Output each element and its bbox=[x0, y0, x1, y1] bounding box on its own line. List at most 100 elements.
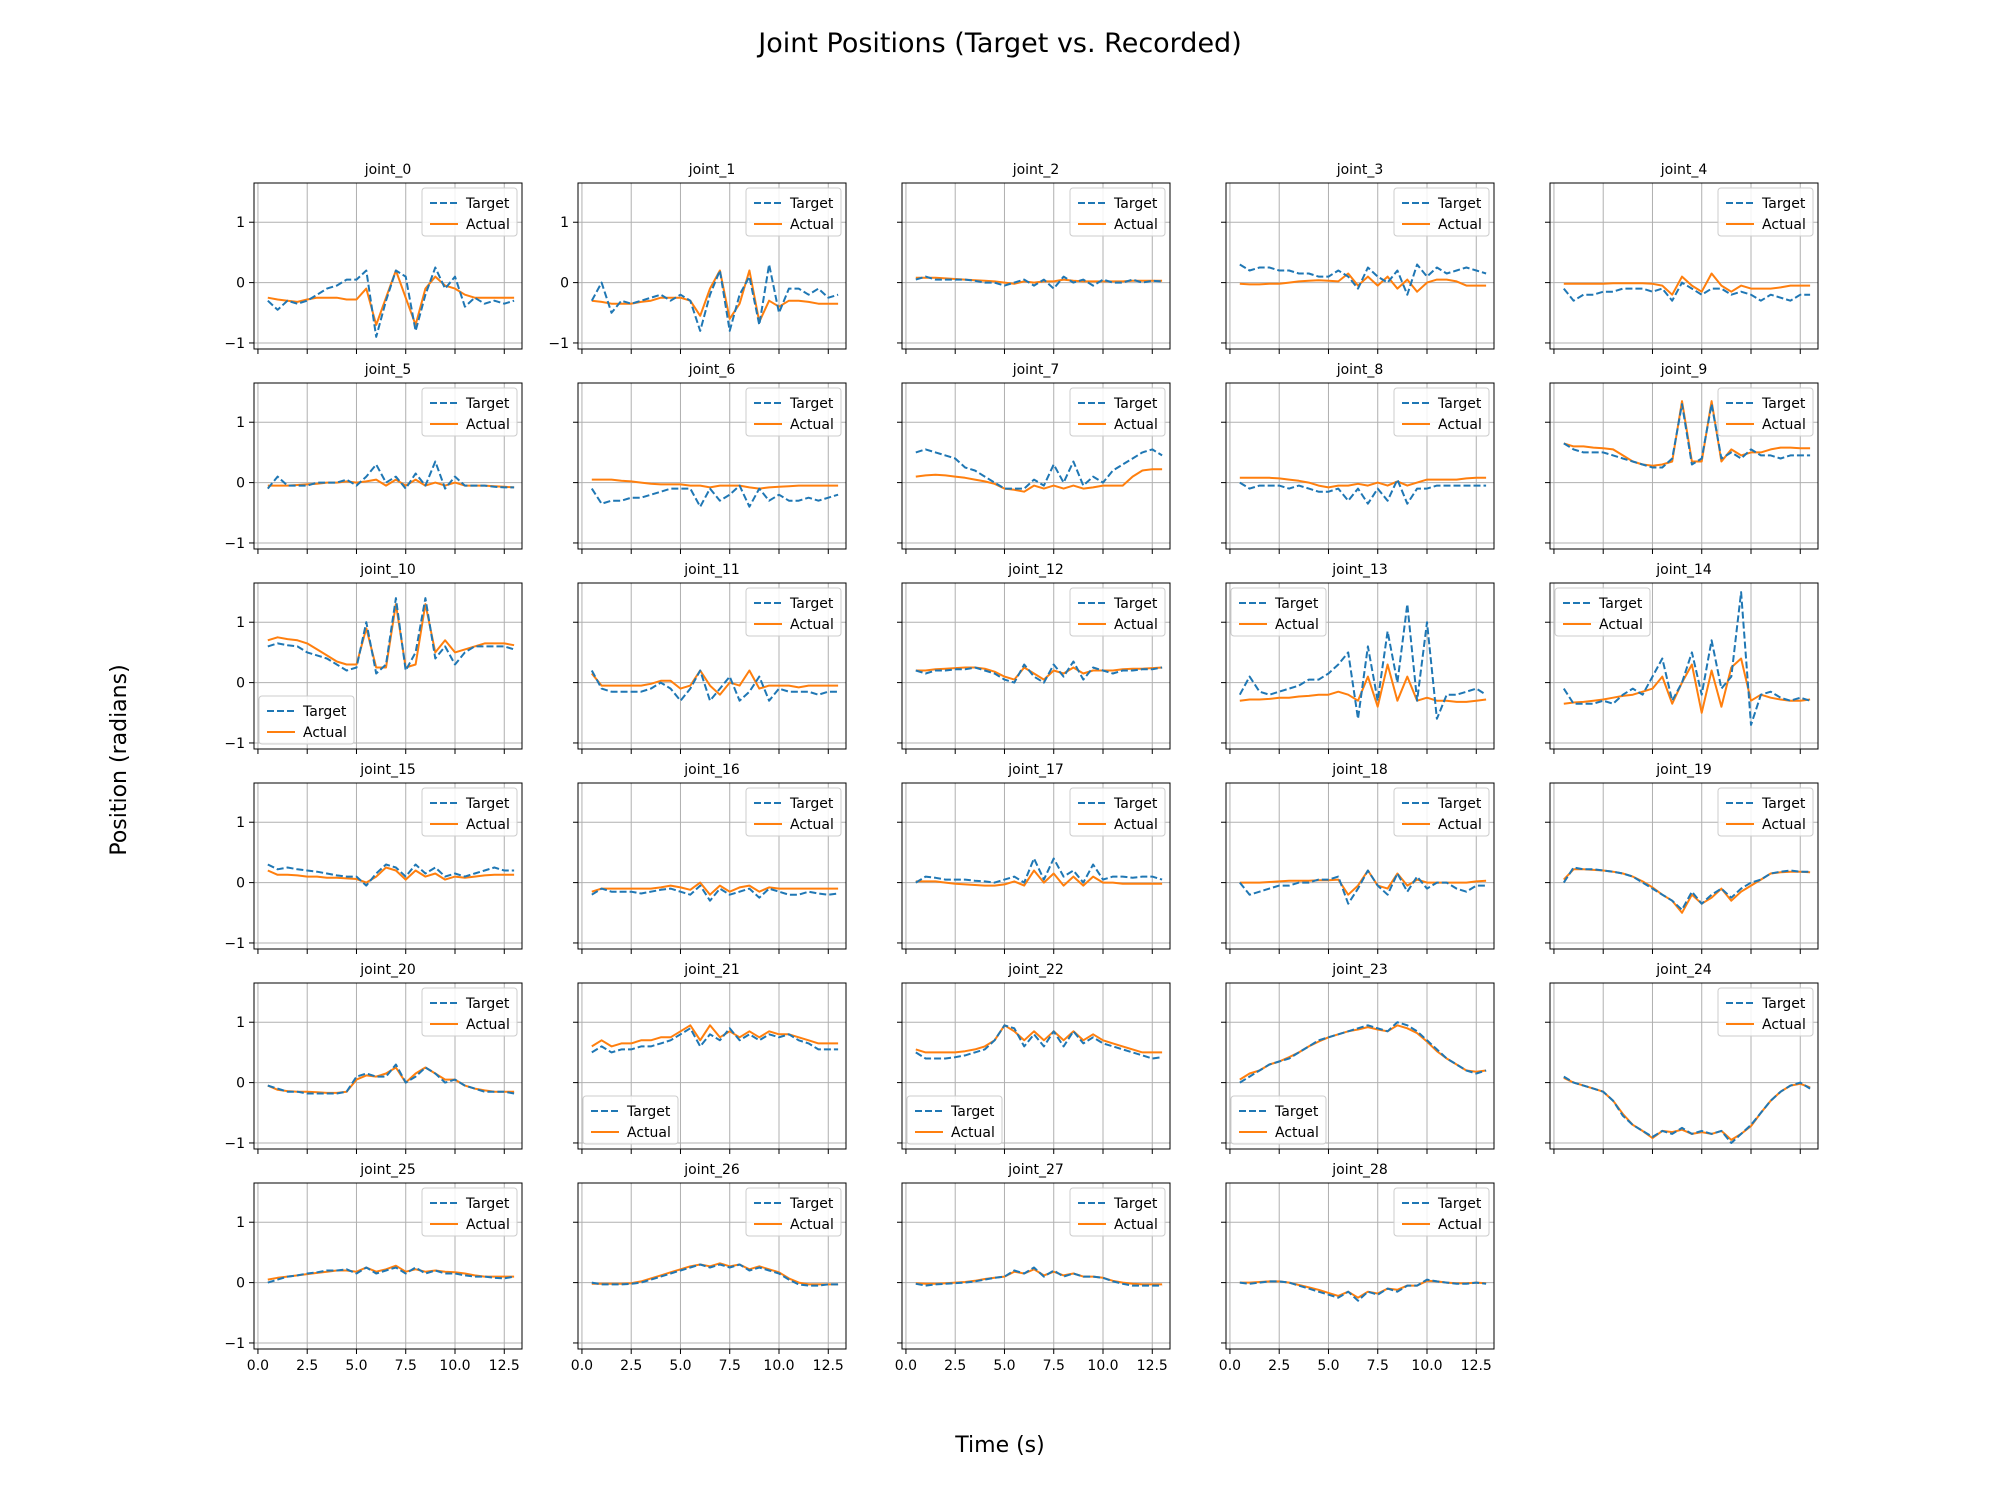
legend-label-actual: Actual bbox=[790, 1217, 834, 1233]
y-tick-label: 0 bbox=[236, 1276, 245, 1292]
y-tick-label: −1 bbox=[224, 936, 245, 952]
legend-label-target: Target bbox=[1113, 196, 1158, 212]
legend-label-target: Target bbox=[1437, 396, 1482, 412]
y-tick-label: 1 bbox=[236, 815, 245, 831]
legend-label-target: Target bbox=[1274, 596, 1319, 612]
legend-label-target: Target bbox=[1437, 796, 1482, 812]
series-target-line bbox=[591, 1027, 839, 1054]
x-tick-label: 5.0 bbox=[669, 1358, 691, 1374]
x-tick-label: 7.5 bbox=[1043, 1358, 1065, 1374]
legend-label-actual: Actual bbox=[951, 1125, 995, 1141]
series-target-line bbox=[1563, 281, 1811, 302]
subplot-title: joint_24 bbox=[1655, 962, 1712, 978]
subplot-joint_7: joint_7 Target Actual bbox=[897, 362, 1171, 554]
legend: Target Actual bbox=[1069, 787, 1166, 837]
series-actual-line bbox=[1239, 272, 1487, 293]
series-target-line bbox=[591, 884, 839, 902]
legend: Target Actual bbox=[906, 1095, 1003, 1145]
legend: Target Actual bbox=[1717, 787, 1814, 837]
legend-label-target: Target bbox=[465, 396, 510, 412]
y-tick-label: 0 bbox=[560, 276, 569, 292]
legend: Target Actual bbox=[1717, 387, 1814, 437]
subplot-joint_23: joint_23 Target Actual bbox=[1221, 962, 1495, 1154]
legend: Target Actual bbox=[1717, 987, 1814, 1037]
subplot-title: joint_2 bbox=[1012, 162, 1060, 178]
axes-frame bbox=[901, 982, 1171, 1150]
axes-frame bbox=[901, 182, 1171, 350]
legend-label-target: Target bbox=[1761, 196, 1806, 212]
series-actual-line bbox=[267, 866, 515, 884]
legend-label-target: Target bbox=[1113, 796, 1158, 812]
legend: Target Actual bbox=[421, 187, 518, 237]
x-tick-label: 2.5 bbox=[620, 1358, 642, 1374]
y-tick-label: −1 bbox=[224, 536, 245, 552]
figure-title: Joint Positions (Target vs. Recorded) bbox=[756, 28, 1241, 59]
axes-frame bbox=[253, 382, 523, 550]
series-target-line bbox=[1239, 478, 1487, 505]
subplot-joint_10: joint_10 −1 0 1 Target Actual bbox=[224, 562, 523, 754]
axes-layer: joint_0 −1 0 1 Target Actual joint_1 −1 0 1 Target… bbox=[224, 162, 1819, 1374]
subplot-joint_1: joint_1 −1 0 1 Target Actual bbox=[548, 162, 847, 354]
axes-frame bbox=[1225, 782, 1495, 950]
series-target-line bbox=[1239, 869, 1487, 905]
y-tick-label: 0 bbox=[236, 676, 245, 692]
legend-label-target: Target bbox=[465, 1196, 510, 1212]
series-target-line bbox=[267, 1063, 515, 1095]
legend: Target Actual bbox=[1069, 387, 1166, 437]
series-actual-line bbox=[591, 269, 839, 323]
legend: Target Actual bbox=[745, 1187, 842, 1237]
axes-frame bbox=[901, 382, 1171, 550]
legend: Target Actual bbox=[1230, 1095, 1327, 1145]
subplot-title: joint_28 bbox=[1331, 1162, 1388, 1178]
axes-frame bbox=[253, 782, 523, 950]
series-target-line bbox=[915, 1266, 1163, 1287]
legend-label-target: Target bbox=[1113, 596, 1158, 612]
subplot-title: joint_25 bbox=[359, 1162, 416, 1178]
axes-frame bbox=[577, 382, 847, 550]
subplot-title: joint_20 bbox=[359, 962, 416, 978]
y-tick-label: −1 bbox=[224, 336, 245, 352]
axes-frame bbox=[253, 582, 523, 750]
legend-label-target: Target bbox=[626, 1104, 671, 1120]
subplot-title: joint_11 bbox=[683, 562, 740, 578]
legend: Target Actual bbox=[745, 387, 842, 437]
x-tick-label: 10.0 bbox=[1411, 1358, 1442, 1374]
subplot-title: joint_9 bbox=[1660, 362, 1708, 378]
legend-label-target: Target bbox=[1113, 396, 1158, 412]
subplot-joint_9: joint_9 Target Actual bbox=[1545, 362, 1819, 554]
subplot-joint_5: joint_5 −1 0 1 Target Actual bbox=[224, 362, 523, 554]
series-actual-line bbox=[1563, 868, 1811, 914]
series-target-line bbox=[1239, 1278, 1487, 1302]
legend-label-actual: Actual bbox=[1114, 1217, 1158, 1233]
legend-label-actual: Actual bbox=[1762, 217, 1806, 233]
legend-label-actual: Actual bbox=[1275, 1125, 1319, 1141]
subplot-title: joint_18 bbox=[1331, 762, 1388, 778]
subplot-title: joint_21 bbox=[683, 962, 740, 978]
x-tick-label: 0.0 bbox=[247, 1358, 269, 1374]
legend-label-actual: Actual bbox=[1599, 617, 1643, 633]
legend-label-actual: Actual bbox=[790, 217, 834, 233]
subplot-joint_24: joint_24 Target Actual bbox=[1545, 962, 1819, 1154]
subplot-title: joint_14 bbox=[1655, 562, 1712, 578]
series-target-line bbox=[915, 1024, 1163, 1060]
figure-ylabel: Position (radians) bbox=[107, 664, 132, 855]
subplot-title: joint_26 bbox=[683, 1162, 740, 1178]
subplot-joint_4: joint_4 Target Actual bbox=[1545, 162, 1819, 354]
legend-label-target: Target bbox=[302, 704, 347, 720]
subplot-title: joint_6 bbox=[688, 362, 736, 378]
series-actual-line bbox=[1563, 657, 1811, 714]
subplot-joint_22: joint_22 Target Actual bbox=[897, 962, 1171, 1154]
series-actual-line bbox=[591, 669, 839, 696]
subplot-joint_27: joint_27 0.0 2.5 5.0 7.5 10.0 12.5 Target Actual bbox=[895, 1162, 1171, 1374]
axes-frame bbox=[253, 1182, 523, 1350]
legend-label-target: Target bbox=[465, 196, 510, 212]
subplot-title: joint_10 bbox=[359, 562, 416, 578]
legend-label-actual: Actual bbox=[466, 417, 510, 433]
legend-label-actual: Actual bbox=[1438, 1217, 1482, 1233]
legend-label-actual: Actual bbox=[1762, 817, 1806, 833]
legend-label-actual: Actual bbox=[466, 217, 510, 233]
axes-frame bbox=[1549, 782, 1819, 950]
y-tick-label: 1 bbox=[236, 615, 245, 631]
